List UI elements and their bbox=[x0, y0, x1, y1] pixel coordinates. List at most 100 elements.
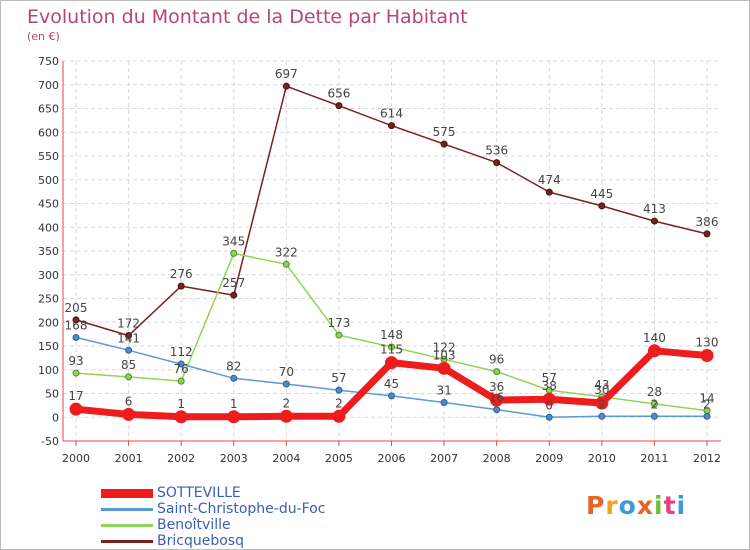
legend-swatch-benoitville bbox=[101, 524, 153, 527]
data-point-bricquebosq bbox=[440, 140, 448, 148]
x-tick-label: 2007 bbox=[430, 452, 458, 465]
data-point-beno-tville bbox=[177, 377, 185, 385]
logo-letter: t bbox=[663, 491, 677, 520]
data-label-bricquebosq: 697 bbox=[275, 67, 298, 81]
logo-letter: o bbox=[618, 491, 637, 520]
data-label-sotteville: 140 bbox=[643, 331, 666, 345]
data-point-saint-christophe-du-foc bbox=[177, 360, 185, 368]
data-labels: 2051722762576976566145755364744454133869… bbox=[65, 67, 719, 412]
data-point-bricquebosq bbox=[125, 332, 133, 340]
y-tick-label: 0 bbox=[52, 411, 59, 424]
data-point-beno-tville bbox=[282, 260, 290, 268]
y-tick-label: 550 bbox=[38, 150, 59, 163]
data-point-sotteville bbox=[174, 410, 188, 424]
data-label-bricquebosq: 257 bbox=[222, 276, 245, 290]
legend-item-sotteville: SOTTEVILLE bbox=[101, 485, 401, 501]
data-point-sotteville bbox=[437, 361, 451, 375]
y-tick-label: 650 bbox=[38, 103, 59, 116]
legend-swatch-sotteville bbox=[101, 489, 153, 498]
logo-letter: i bbox=[654, 491, 664, 520]
data-point-bricquebosq bbox=[493, 159, 501, 167]
data-point-bricquebosq bbox=[230, 291, 238, 299]
data-label-saint-christophe-du-foc: 31 bbox=[436, 384, 451, 398]
x-tick-label: 2012 bbox=[693, 452, 721, 465]
data-label-beno-tville: 173 bbox=[327, 316, 350, 330]
data-point-saint-christophe-du-foc bbox=[493, 406, 501, 414]
data-point-sotteville bbox=[385, 356, 398, 370]
y-tick-label: 100 bbox=[38, 364, 59, 377]
data-point-bricquebosq bbox=[598, 202, 606, 210]
data-label-beno-tville: 43 bbox=[594, 378, 609, 392]
data-point-beno-tville bbox=[493, 368, 501, 376]
data-point-sotteville bbox=[227, 410, 241, 424]
data-point-saint-christophe-du-foc bbox=[335, 386, 343, 394]
data-point-bricquebosq bbox=[703, 230, 711, 238]
data-point-sotteville bbox=[332, 409, 346, 423]
y-tick-label: 500 bbox=[38, 174, 59, 187]
data-label-sotteville: 36 bbox=[489, 380, 504, 394]
legend-label-saint-christophe: Saint-Christophe-du-Foc bbox=[157, 501, 326, 517]
data-label-bricquebosq: 413 bbox=[643, 202, 666, 216]
data-label-bricquebosq: 656 bbox=[327, 87, 350, 101]
data-label-saint-christophe-du-foc: 2 bbox=[598, 397, 606, 411]
x-tick-label: 2001 bbox=[115, 452, 143, 465]
y-tick-label: 50 bbox=[45, 388, 59, 401]
data-label-bricquebosq: 205 bbox=[65, 301, 88, 315]
proxiti-logo: Proxiti bbox=[586, 491, 686, 520]
y-tick-label: 400 bbox=[38, 221, 59, 234]
x-tick-label: 2006 bbox=[378, 452, 406, 465]
x-tick-label: 2008 bbox=[483, 452, 511, 465]
logo-letter: P bbox=[586, 491, 606, 520]
data-point-beno-tville bbox=[335, 331, 343, 339]
data-label-beno-tville: 148 bbox=[380, 328, 403, 342]
data-label-sotteville: 2 bbox=[335, 396, 343, 410]
x-tick-label: 2005 bbox=[325, 452, 353, 465]
data-point-saint-christophe-du-foc bbox=[703, 412, 711, 420]
data-point-bricquebosq bbox=[650, 217, 658, 225]
y-tick-label: 300 bbox=[38, 269, 59, 282]
data-label-beno-tville: 322 bbox=[275, 245, 298, 259]
data-point-beno-tville bbox=[125, 373, 133, 381]
legend-label-bricquebosq: Bricquebosq bbox=[157, 533, 244, 549]
data-label-sotteville: 30 bbox=[594, 383, 609, 397]
y-tick-label: 250 bbox=[38, 293, 59, 306]
data-label-sotteville: 103 bbox=[433, 348, 456, 362]
x-tick-label: 2011 bbox=[640, 452, 668, 465]
chart-legend: SOTTEVILLE Saint-Christophe-du-Foc Benoî… bbox=[101, 485, 401, 549]
x-tick-label: 2000 bbox=[62, 452, 90, 465]
y-tick-label: 600 bbox=[38, 126, 59, 139]
y-tick-label: -50 bbox=[41, 435, 59, 448]
logo-letter: x bbox=[636, 491, 654, 520]
data-point-saint-christophe-du-foc bbox=[440, 399, 448, 407]
data-label-bricquebosq: 474 bbox=[538, 173, 561, 187]
data-point-beno-tville bbox=[388, 343, 395, 351]
data-point-sotteville bbox=[647, 344, 661, 358]
data-label-saint-christophe-du-foc: 70 bbox=[279, 365, 294, 379]
legend-item-bricquebosq: Bricquebosq bbox=[101, 533, 401, 549]
legend-swatch-saint-christophe bbox=[101, 508, 153, 511]
axes: -500501001502002503003504004505005506006… bbox=[38, 55, 721, 465]
data-label-saint-christophe-du-foc: 2 bbox=[703, 397, 711, 411]
legend-item-benoitville: Benoîtville bbox=[101, 517, 401, 533]
data-label-bricquebosq: 445 bbox=[590, 187, 613, 201]
data-label-bricquebosq: 276 bbox=[170, 267, 193, 281]
logo-letter: r bbox=[605, 491, 619, 520]
y-tick-label: 200 bbox=[38, 316, 59, 329]
x-tick-label: 2004 bbox=[272, 452, 300, 465]
data-label-beno-tville: 57 bbox=[542, 371, 557, 385]
data-point-saint-christophe-du-foc bbox=[282, 380, 290, 388]
data-label-bricquebosq: 575 bbox=[433, 125, 456, 139]
legend-swatch-bricquebosq bbox=[101, 540, 153, 543]
y-tick-label: 700 bbox=[38, 79, 59, 92]
data-label-bricquebosq: 536 bbox=[485, 144, 508, 158]
data-label-bricquebosq: 172 bbox=[117, 317, 140, 331]
data-point-sotteville bbox=[700, 349, 714, 362]
x-tick-label: 2010 bbox=[588, 452, 616, 465]
data-label-saint-christophe-du-foc: 82 bbox=[226, 359, 241, 373]
data-point-bricquebosq bbox=[282, 82, 290, 90]
data-label-saint-christophe-du-foc: 57 bbox=[331, 371, 346, 385]
data-label-beno-tville: 96 bbox=[489, 353, 504, 367]
y-tick-label: 750 bbox=[38, 55, 59, 68]
